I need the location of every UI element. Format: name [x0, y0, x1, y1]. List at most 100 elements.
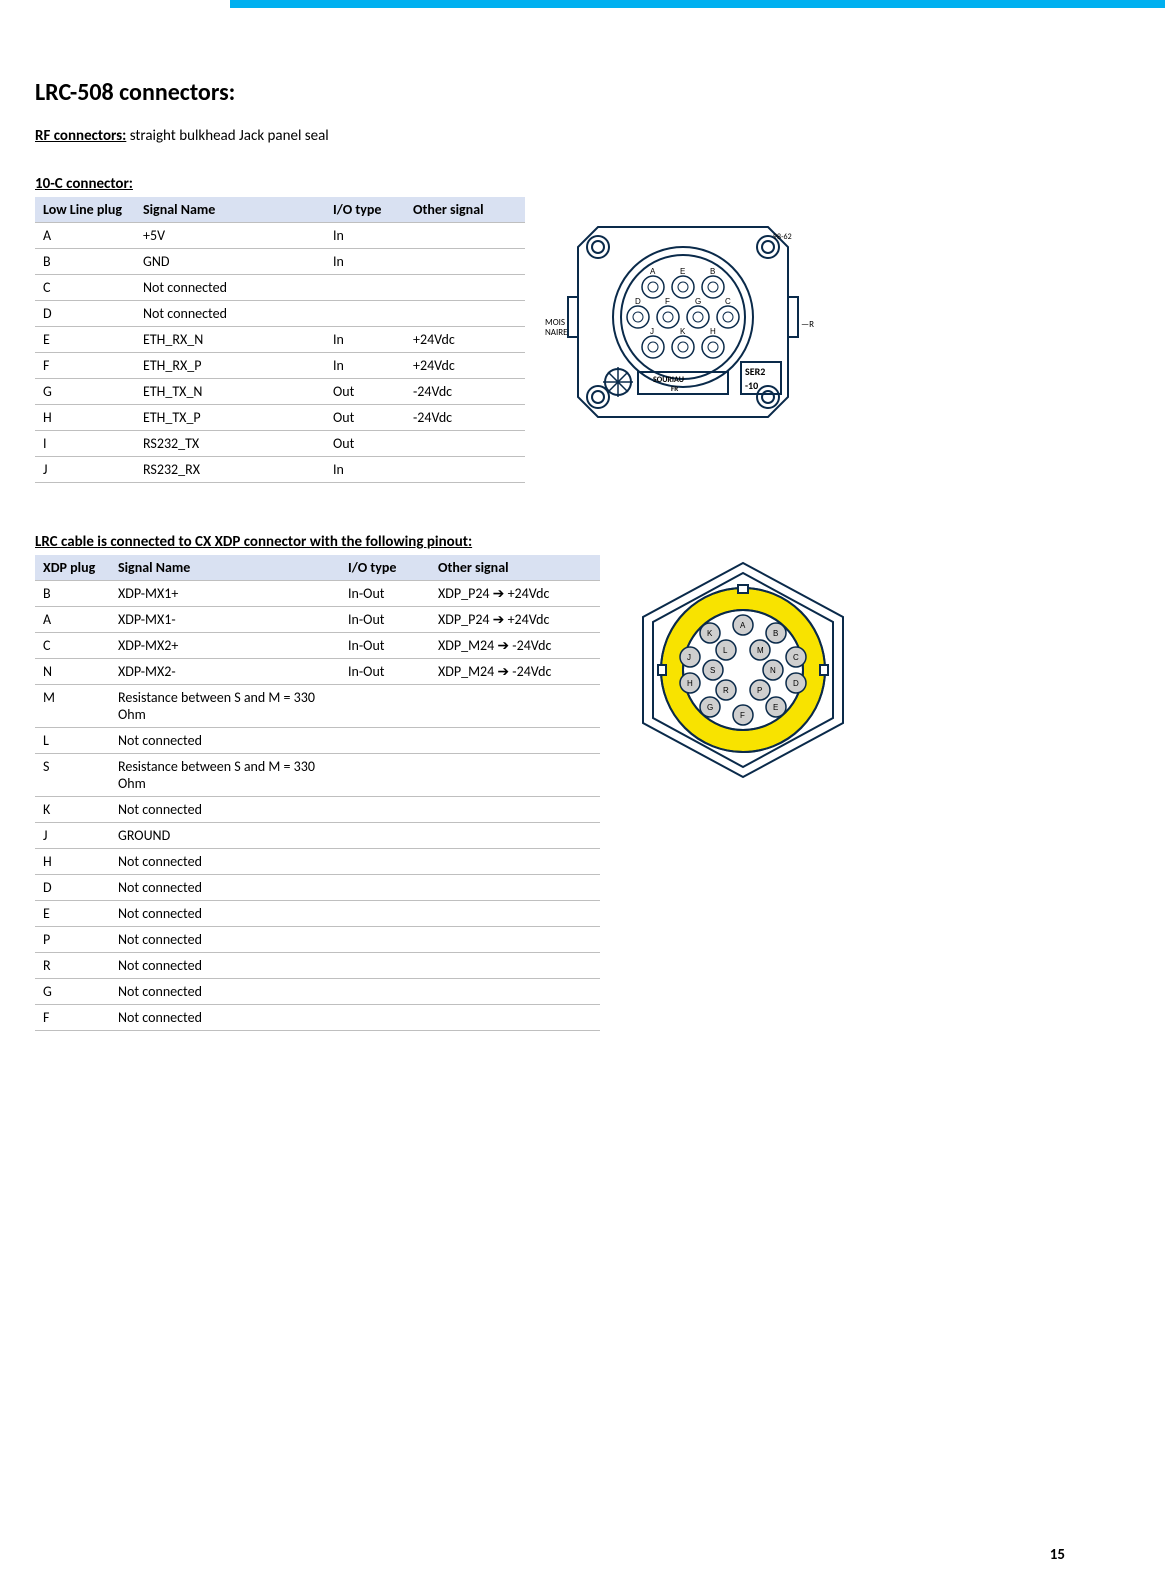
svg-text:C: C: [725, 297, 731, 306]
table-cell: C: [35, 633, 110, 659]
table-cell: M: [35, 685, 110, 728]
page-title: LRC-508 connectors:: [35, 78, 1095, 107]
table-cell: In: [325, 223, 405, 249]
table-cell: G: [35, 979, 110, 1005]
table-cell: In-Out: [340, 607, 430, 633]
svg-text:E: E: [680, 267, 685, 276]
table-cell: [405, 249, 525, 275]
svg-text:L: L: [723, 646, 728, 655]
svg-text:J: J: [650, 327, 654, 336]
table-cell: L: [35, 728, 110, 754]
table-header: Signal Name: [135, 197, 325, 223]
table-cell: J: [35, 823, 110, 849]
rf-connectors-line: RF connectors: straight bulkhead Jack pa…: [35, 127, 1095, 145]
table-cell: [340, 849, 430, 875]
table-header: Low Line plug: [35, 197, 135, 223]
table-row: BXDP-MX1+In-OutXDP_P24 ➔ +24Vdc: [35, 581, 600, 607]
table-cell: ETH_RX_N: [135, 327, 325, 353]
table-row: NXDP-MX2-In-OutXDP_M24 ➔ -24Vdc: [35, 659, 600, 685]
table-cell: Not connected: [110, 797, 340, 823]
table-row: IRS232_TXOut: [35, 431, 525, 457]
table-cell: H: [35, 849, 110, 875]
table-cell: [430, 754, 600, 797]
svg-text:-10: -10: [745, 379, 758, 392]
svg-text:NAIRE: NAIRE: [545, 327, 568, 338]
table-cell: R: [35, 953, 110, 979]
table-cell: XDP_M24 ➔ -24Vdc: [430, 633, 600, 659]
svg-text:D: D: [635, 297, 641, 306]
table-cell: [340, 797, 430, 823]
section1-row: Low Line plugSignal NameI/O typeOther si…: [35, 197, 1095, 483]
table-cell: [325, 275, 405, 301]
svg-text:A: A: [740, 621, 746, 630]
table-cell: E: [35, 901, 110, 927]
table-cell: Not connected: [110, 875, 340, 901]
table-row: ENot connected: [35, 901, 600, 927]
table-header: Other signal: [430, 555, 600, 581]
table-cell: Not connected: [110, 927, 340, 953]
table-row: FNot connected: [35, 1005, 600, 1031]
svg-text:J: J: [687, 653, 691, 662]
table-cell: I: [35, 431, 135, 457]
table-cell: P: [35, 927, 110, 953]
table-cell: A: [35, 607, 110, 633]
table-cell: B: [35, 249, 135, 275]
svg-text:B: B: [773, 629, 778, 638]
connector-diagram-2: ABCDEFGHJKLMNPRS: [618, 555, 868, 785]
svg-text:B: B: [710, 267, 715, 276]
table-cell: [340, 953, 430, 979]
table-cell: In: [325, 249, 405, 275]
table-cell: XDP-MX2+: [110, 633, 340, 659]
table-cell: [405, 301, 525, 327]
section1-heading: 10-C connector:: [35, 175, 1095, 193]
table-cell: +24Vdc: [405, 327, 525, 353]
table-cell: ETH_RX_P: [135, 353, 325, 379]
svg-text:P: P: [757, 686, 762, 695]
table-xdp-connector: XDP plugSignal NameI/O typeOther signal …: [35, 555, 600, 1031]
table-cell: C: [35, 275, 135, 301]
table-row: PNot connected: [35, 927, 600, 953]
table-cell: H: [35, 405, 135, 431]
svg-text:E: E: [773, 703, 778, 712]
table-cell: N: [35, 659, 110, 685]
table-header: XDP plug: [35, 555, 110, 581]
table-cell: [340, 823, 430, 849]
table-cell: [430, 849, 600, 875]
table-cell: -24Vdc: [405, 379, 525, 405]
table-cell: K: [35, 797, 110, 823]
table-cell: In: [325, 457, 405, 483]
svg-text:FR: FR: [671, 384, 678, 393]
table-row: SResistance between S and M = 330 Ohm: [35, 754, 600, 797]
page-number: 15: [1050, 1546, 1065, 1564]
table-row: A+5VIn: [35, 223, 525, 249]
table-cell: S: [35, 754, 110, 797]
svg-text:SOURIAU: SOURIAU: [653, 375, 684, 385]
table-cell: D: [35, 875, 110, 901]
svg-text:H: H: [710, 327, 716, 336]
table-cell: Resistance between S and M = 330 Ohm: [110, 685, 340, 728]
table-cell: [430, 797, 600, 823]
table-row: DNot connected: [35, 301, 525, 327]
table-cell: In-Out: [340, 581, 430, 607]
table-cell: [430, 823, 600, 849]
svg-text:S: S: [710, 666, 715, 675]
svg-text:M: M: [757, 646, 764, 655]
table-cell: [340, 685, 430, 728]
table-cell: ETH_TX_N: [135, 379, 325, 405]
svg-text:D: D: [793, 679, 799, 688]
table-row: KNot connected: [35, 797, 600, 823]
table-row: DNot connected: [35, 875, 600, 901]
table-cell: [430, 728, 600, 754]
table-row: MResistance between S and M = 330 Ohm: [35, 685, 600, 728]
table-cell: A: [35, 223, 135, 249]
table-cell: Not connected: [110, 979, 340, 1005]
table-cell: [340, 927, 430, 953]
svg-text:H: H: [687, 679, 693, 688]
table-row: LNot connected: [35, 728, 600, 754]
svg-text:K: K: [707, 629, 713, 638]
table-cell: -24Vdc: [405, 405, 525, 431]
table-header: I/O type: [340, 555, 430, 581]
table-cell: [430, 685, 600, 728]
table-row: JRS232_RXIn: [35, 457, 525, 483]
table-row: HNot connected: [35, 849, 600, 875]
